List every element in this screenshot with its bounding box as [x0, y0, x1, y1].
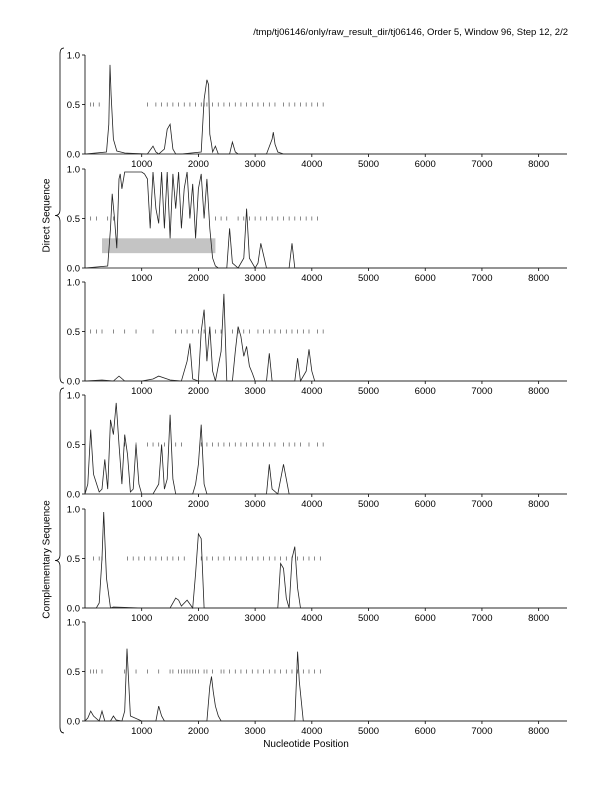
x-tick-label: 3000 [245, 613, 266, 624]
x-tick-label: 8000 [528, 726, 549, 737]
y-tick-label: 0.5 [67, 327, 80, 338]
series-line [84, 402, 567, 495]
x-tick-label: 1000 [131, 386, 152, 397]
x-tick-label: 4000 [301, 273, 322, 284]
x-tick-label: 5000 [358, 386, 379, 397]
series-line [84, 648, 567, 722]
y-tick-label: 1.0 [67, 51, 80, 62]
series-line [84, 64, 567, 155]
y-tick-label: 1.0 [67, 391, 80, 402]
x-tick-label: 7000 [471, 273, 492, 284]
panel-complementary-frame-2: 0.0 0.5 1.0 1000 2000 3000 4000 5000 6000 7000 800… [67, 505, 567, 624]
x-tick-label: 3000 [245, 386, 266, 397]
series-line [84, 171, 567, 269]
x-tick-label: 4000 [301, 613, 322, 624]
x-tick-label: 2000 [188, 726, 209, 737]
x-tick-label: 1000 [131, 613, 152, 624]
x-tick-label: 1000 [131, 273, 152, 284]
y-tick-label: 0.5 [67, 554, 80, 565]
series-line [85, 511, 567, 610]
x-tick-label: 3000 [245, 159, 266, 170]
y-tick-label: 1.0 [67, 278, 80, 289]
x-tick-label: 6000 [415, 499, 436, 510]
y-tick-label: 0.0 [67, 150, 80, 161]
x-tick-label: 4000 [301, 386, 322, 397]
highlight-band [102, 238, 216, 254]
x-tick-label: 4000 [301, 159, 322, 170]
x-tick-label: 6000 [415, 726, 436, 737]
y-tick-label: 0.5 [67, 100, 80, 111]
x-tick-label: 3000 [245, 499, 266, 510]
x-tick-label: 7000 [471, 726, 492, 737]
x-tick-label: 6000 [415, 159, 436, 170]
complementary-sequence-label: Complementary Sequence [41, 500, 53, 619]
x-tick-label: 8000 [528, 386, 549, 397]
x-tick-label: 7000 [471, 386, 492, 397]
x-tick-label: 8000 [528, 159, 549, 170]
x-tick-label: 2000 [188, 386, 209, 397]
x-tick-label: 3000 [245, 726, 266, 737]
x-tick-label: 1000 [131, 499, 152, 510]
y-tick-label: 1.0 [67, 165, 80, 176]
x-axis-label: Nucleotide Position [263, 739, 349, 750]
y-tick-label: 0.0 [67, 377, 80, 388]
panel-complementary-frame-1: 0.0 0.5 1.0 1000 2000 3000 4000 5000 6000 7000 800… [67, 391, 567, 510]
series-line [84, 293, 567, 383]
y-tick-label: 0.5 [67, 667, 80, 678]
x-tick-label: 6000 [415, 386, 436, 397]
group-brackets [54, 47, 65, 734]
x-tick-label: 7000 [471, 499, 492, 510]
panel-direct-frame-3: 0.0 0.5 1.0 1000 2000 3000 4000 5000 6000 7000 800… [67, 278, 567, 397]
x-tick-label: 5000 [358, 726, 379, 737]
x-tick-label: 4000 [301, 726, 322, 737]
x-tick-label: 7000 [471, 613, 492, 624]
x-tick-label: 4000 [301, 499, 322, 510]
x-tick-label: 2000 [188, 499, 209, 510]
y-tick-label: 0.0 [67, 264, 80, 275]
x-tick-label: 8000 [528, 613, 549, 624]
x-tick-label: 1000 [131, 159, 152, 170]
x-tick-label: 5000 [358, 499, 379, 510]
x-tick-label: 1000 [131, 726, 152, 737]
y-tick-label: 0.5 [67, 214, 80, 225]
y-tick-label: 0.0 [67, 604, 80, 615]
chart-panels: 0.0 0.5 1.0 1000 2000 3000 4000 5000 6000 7000 800… [67, 51, 567, 737]
y-tick-label: 0.5 [67, 440, 80, 451]
panel-direct-frame-2: 0.0 0.5 1.0 1000 2000 3000 4000 5000 6000 7000 800… [67, 165, 567, 284]
x-tick-label: 5000 [358, 613, 379, 624]
x-tick-label: 6000 [415, 613, 436, 624]
x-tick-label: 2000 [188, 273, 209, 284]
x-tick-label: 7000 [471, 159, 492, 170]
panel-direct-frame-1: 0.0 0.5 1.0 1000 2000 3000 4000 5000 6000 7000 800… [67, 51, 567, 170]
plot-title: /tmp/tj06146/only/raw_result_dir/tj06146… [253, 27, 568, 38]
x-tick-label: 5000 [358, 273, 379, 284]
y-tick-label: 1.0 [67, 618, 80, 629]
x-tick-label: 6000 [415, 273, 436, 284]
x-tick-label: 5000 [358, 159, 379, 170]
x-tick-label: 3000 [245, 273, 266, 284]
x-tick-label: 8000 [528, 273, 549, 284]
y-tick-label: 0.0 [67, 717, 80, 728]
complementary-sequence-brace [54, 387, 65, 734]
x-tick-label: 2000 [188, 159, 209, 170]
direct-sequence-brace [54, 47, 65, 384]
x-tick-label: 8000 [528, 499, 549, 510]
panel-complementary-frame-3: 0.0 0.5 1.0 1000 2000 3000 4000 5000 6000 7000 800… [67, 618, 567, 737]
x-tick-label: 2000 [188, 613, 209, 624]
direct-sequence-label: Direct Sequence [41, 178, 53, 253]
y-tick-label: 0.0 [67, 490, 80, 501]
y-tick-label: 1.0 [67, 505, 80, 516]
